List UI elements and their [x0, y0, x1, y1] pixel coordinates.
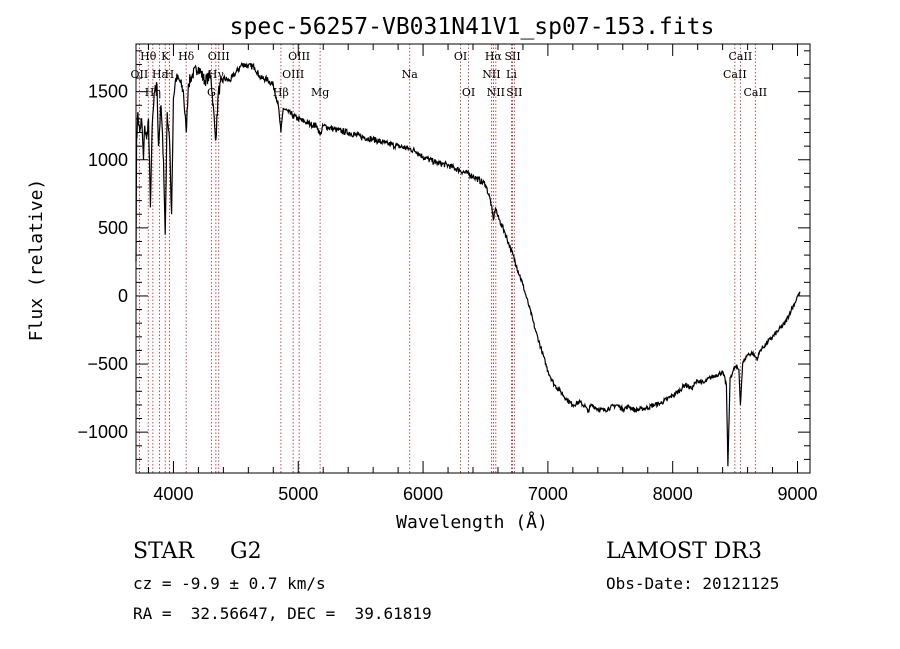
emission-line-label-23: CaII [729, 50, 753, 63]
emission-line-label-3: Hε [152, 68, 168, 81]
emission-line-label-13: Mg [311, 86, 329, 99]
emission-line-label-20: SII [504, 50, 520, 63]
emission-line-label-25: CaII [743, 86, 767, 99]
y-tick-label-3: 500 [98, 218, 128, 238]
x-axis-title: Wavelength (Å) [396, 511, 548, 533]
x-tick-label-1: 5000 [278, 484, 318, 504]
emission-line-label-4: K [161, 50, 170, 63]
emission-line-label-12: OIII [288, 50, 310, 63]
x-tick-label-3: 7000 [528, 484, 568, 504]
emission-line-label-1: OII [131, 68, 149, 81]
y-tick-label-4: 1000 [88, 150, 128, 170]
emission-line-label-9: OIII [208, 50, 230, 63]
emission-line-label-7: Hγ [208, 68, 225, 81]
emission-line-markers [138, 44, 756, 473]
object-class: STAR [133, 539, 194, 564]
emission-line-label-19: NII [487, 86, 505, 99]
emission-line-label-15: OI [454, 50, 467, 63]
y-tick-label-1: −500 [87, 354, 128, 374]
emission-line-label-2: Hη [145, 86, 161, 99]
x-axis: 4000 5000 6000 7000 8000 9000 [147, 44, 818, 504]
emission-line-label-10: Hβ [273, 86, 289, 99]
emission-line-label-8: G [207, 86, 216, 99]
y-tick-label-5: 1500 [88, 82, 128, 102]
emission-line-label-17: Hα [485, 50, 503, 63]
emission-line-label-16: OI [462, 86, 475, 99]
redshift-text: cz = -9.9 ± 0.7 km/s [133, 574, 326, 593]
emission-line-label-18: NII [482, 68, 500, 81]
y-tick-label-2: 0 [118, 286, 128, 306]
emission-line-label-21: Li [506, 68, 517, 81]
emission-line-label-22: SII [506, 86, 522, 99]
survey-name: LAMOST DR3 [606, 539, 762, 564]
y-axis-title: Flux (relative) [26, 179, 47, 342]
emission-line-label-24: CaII [723, 68, 747, 81]
x-tick-label-0: 4000 [153, 484, 193, 504]
object-subclass: G2 [230, 539, 262, 564]
plot-frame [135, 43, 811, 474]
obs-date: Obs-Date: 20121125 [606, 574, 780, 593]
flux-series-line [135, 61, 801, 467]
x-tick-label-4: 8000 [653, 484, 693, 504]
emission-line-label-6: Hδ [178, 50, 195, 63]
x-tick-label-5: 9000 [777, 484, 817, 504]
x-tick-label-2: 6000 [403, 484, 443, 504]
y-axis: −1000 −500 0 500 1000 1500 [77, 50, 810, 460]
emission-line-label-5: H [165, 68, 175, 81]
emission-line-label-0: Hθ [140, 50, 157, 63]
y-tick-label-0: −1000 [77, 422, 128, 442]
emission-line-label-11: OIII [282, 68, 304, 81]
chart-title: spec-56257-VB031N41V1_sp07-153.fits [230, 14, 715, 40]
coordinates-text: RA = 32.56647, DEC = 39.61819 [133, 604, 432, 623]
emission-line-label-14: Na [402, 68, 419, 81]
